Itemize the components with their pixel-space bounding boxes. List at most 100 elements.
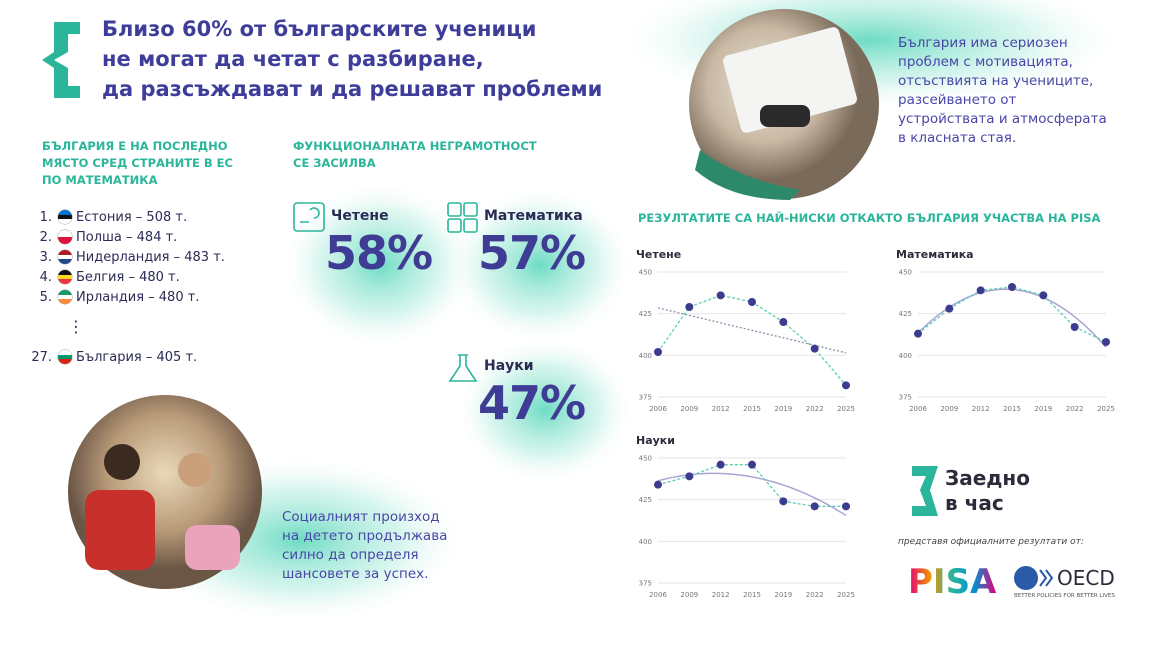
y-tick-label: 425	[899, 310, 912, 318]
data-point	[716, 460, 725, 469]
chart: Четене 375 400 425 450 2006 2009 2012 2015 2019 20…	[636, 248, 855, 413]
data-point	[716, 291, 725, 300]
heading-line: ПО МАТЕМАТИКА	[42, 173, 158, 187]
photo-child	[85, 490, 155, 570]
x-tick-label: 2019	[774, 405, 792, 413]
heading-line: БЪЛГАРИЯ Е НА ПОСЛЕДНО	[42, 139, 228, 153]
pisa-logo: PISA	[908, 562, 997, 602]
x-tick-label: 2012	[972, 405, 990, 413]
data-point	[748, 460, 756, 469]
rank-item: 5. Ирландия – 480 т.	[26, 287, 225, 307]
stat-label: Четене	[331, 208, 389, 224]
y-tick-label: 450	[899, 269, 912, 277]
data-point	[1039, 291, 1048, 300]
text-line: силно да определя	[282, 547, 419, 563]
data-point	[779, 497, 788, 506]
x-tick-label: 2009	[680, 405, 698, 413]
chart: Математика 375 400 425 450 2006 2009 2012 2015 20…	[896, 248, 1115, 413]
x-tick-label: 2015	[743, 405, 761, 413]
blob	[455, 335, 635, 485]
brace-icon	[42, 22, 80, 98]
heading-line: СЕ ЗАСИЛВА	[293, 156, 376, 170]
headline: Близо 60% от българските ученици не мога…	[102, 14, 602, 104]
y-tick-label: 400	[639, 352, 652, 360]
x-tick-label: 2019	[1034, 405, 1052, 413]
flag-stripe	[58, 219, 72, 224]
x-tick-label: 2006	[649, 405, 667, 413]
flag-stripe	[58, 354, 72, 360]
logo-text: Заедно в час	[945, 466, 1030, 516]
photo-head	[178, 453, 212, 487]
data-point	[842, 381, 850, 390]
motivation-text: България има сериозен проблем с мотивация…	[898, 34, 1107, 148]
rank: 1.	[39, 209, 52, 225]
oecd-globe	[1014, 566, 1038, 590]
flag-stripe	[58, 237, 72, 244]
data-point	[1008, 283, 1016, 291]
stat-value: 57%	[478, 226, 586, 280]
flag-stripe	[58, 250, 72, 255]
photo-paper	[723, 27, 857, 133]
literacy-heading: ФУНКЦИОНАЛНАТА НЕГРАМОТНОСТ СЕ ЗАСИЛВА	[293, 138, 537, 172]
chart-title: Науки	[636, 434, 675, 447]
rank: 4.	[39, 269, 52, 285]
origin-text: Социалният произход на детето продължава с…	[282, 508, 447, 584]
rank-text: България – 405 т.	[76, 349, 198, 365]
flag-stripe	[58, 279, 72, 284]
headline-line: не могат да четат с разбиране,	[102, 47, 484, 71]
flag	[58, 270, 72, 284]
y-tick-label: 450	[639, 455, 652, 463]
photo-sleeve	[695, 150, 800, 200]
x-tick-label: 2012	[712, 405, 730, 413]
data-point	[779, 318, 788, 326]
x-tick-label: 2025	[1097, 405, 1115, 413]
series-line	[917, 286, 1107, 343]
x-tick-label: 2015	[743, 591, 761, 599]
photo-watch	[760, 105, 810, 127]
logo-caption: представя официалните резултати от:	[898, 537, 1084, 547]
y-tick-label: 425	[639, 310, 652, 318]
y-tick-label: 450	[639, 269, 652, 277]
rank-text: Естония – 508 т.	[76, 209, 188, 225]
flag-stripe	[58, 210, 72, 215]
trend-curve	[657, 472, 847, 517]
headline-line: Близо 60% от българските ученици	[102, 17, 537, 41]
flag	[58, 290, 72, 304]
icon-reading	[293, 202, 325, 232]
text-line: в класната стая.	[898, 130, 1017, 146]
y-tick-label: 400	[639, 538, 652, 546]
y-tick-label: 400	[899, 352, 912, 360]
x-tick-label: 2022	[806, 405, 824, 413]
flag-stripe	[58, 274, 72, 280]
oecd-tagline: BETTER POLICIES FOR BETTER LIVES	[1014, 593, 1115, 599]
flag-stripe	[58, 214, 72, 220]
icon-math	[447, 202, 478, 233]
headline-line: да разсъждават и да решават проблеми	[102, 77, 603, 101]
data-point	[1102, 338, 1110, 346]
logo-line: в час	[945, 491, 1004, 515]
x-tick-label: 2006	[649, 591, 667, 599]
rank-item: 2. Полша – 484 т.	[26, 227, 225, 247]
x-tick-label: 2022	[806, 591, 824, 599]
data-point	[945, 304, 954, 313]
x-tick-label: 2019	[774, 591, 792, 599]
logo-mark	[912, 466, 938, 516]
data-point	[810, 344, 819, 353]
data-point	[685, 472, 694, 481]
chart-title: Четене	[636, 248, 681, 261]
oecd-arrows	[1039, 569, 1054, 587]
flag	[58, 230, 72, 244]
ranking-list: 1. Естония – 508 т. 2. Полша – 484 т. 3. Ниде…	[26, 207, 225, 367]
x-tick-label: 2025	[837, 591, 855, 599]
rank-text: Ирландия – 480 т.	[76, 289, 200, 305]
x-tick-label: 2009	[940, 405, 958, 413]
results-heading: РЕЗУЛТАТИТЕ СА НАЙ-НИСКИ ОТКАКТО БЪЛГАРИ…	[638, 211, 1101, 225]
flag	[58, 210, 72, 224]
stat-label: Математика	[484, 208, 583, 224]
x-tick-label: 2006	[909, 405, 927, 413]
rank: 3.	[39, 249, 52, 265]
oecd-logo: OECD	[1057, 566, 1115, 590]
rank-text: Нидерландия – 483 т.	[76, 249, 225, 265]
flag-stripe	[58, 270, 72, 275]
